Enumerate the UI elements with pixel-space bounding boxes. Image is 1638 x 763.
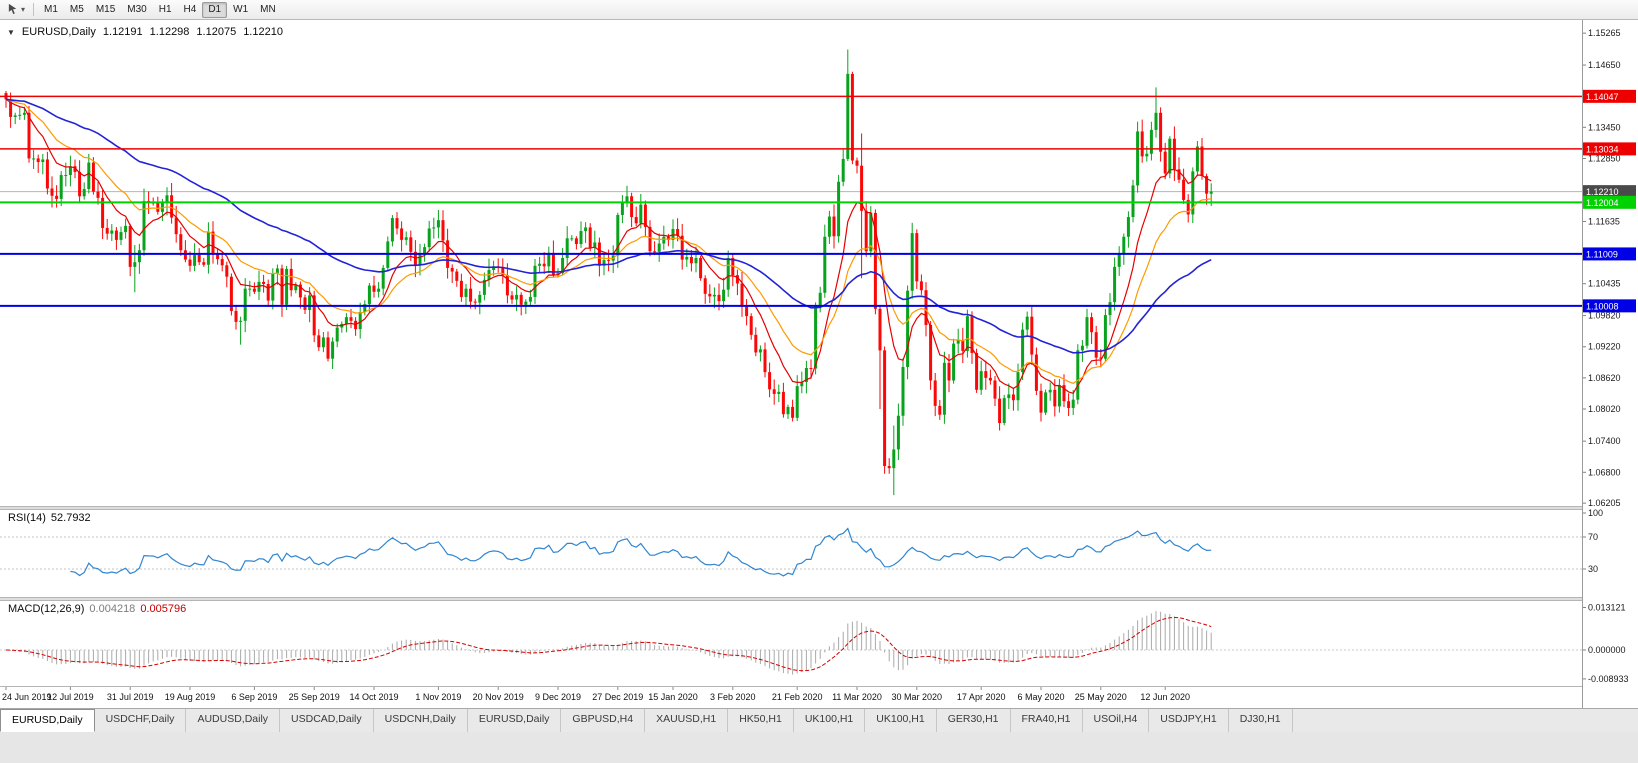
symbol-timeframe-label: EURUSD,Daily xyxy=(21,26,96,38)
svg-text:20 Nov 2019: 20 Nov 2019 xyxy=(473,692,524,702)
timeframe-button-h1[interactable]: H1 xyxy=(153,2,178,18)
svg-text:1.13450: 1.13450 xyxy=(1588,122,1621,132)
svg-text:0.000000: 0.000000 xyxy=(1588,645,1626,655)
svg-text:1.10435: 1.10435 xyxy=(1588,279,1621,289)
toolbar-separator xyxy=(33,3,35,16)
tab-dj30-h1[interactable]: DJ30,H1 xyxy=(1228,709,1293,732)
svg-text:31 Jul 2019: 31 Jul 2019 xyxy=(107,692,154,702)
svg-text:1.06800: 1.06800 xyxy=(1588,467,1621,477)
tab-fra40-h1[interactable]: FRA40,H1 xyxy=(1010,709,1083,732)
svg-text:21 Feb 2020: 21 Feb 2020 xyxy=(772,692,823,702)
svg-text:0.013121: 0.013121 xyxy=(1588,602,1626,612)
tab-usdcad-daily[interactable]: USDCAD,Daily xyxy=(280,709,374,732)
svg-text:11 Mar 2020: 11 Mar 2020 xyxy=(832,692,882,702)
svg-text:25 Sep 2019: 25 Sep 2019 xyxy=(289,692,340,702)
tab-usdjpy-h1[interactable]: USDJPY,H1 xyxy=(1149,709,1229,732)
timeframe-button-m15[interactable]: M15 xyxy=(90,2,121,18)
collapse-arrow-icon[interactable]: ▼ xyxy=(7,27,15,37)
svg-text:15 Jan 2020: 15 Jan 2020 xyxy=(648,692,698,702)
timeframe-button-d1[interactable]: D1 xyxy=(202,1,228,18)
timeframe-button-h4[interactable]: H4 xyxy=(178,2,203,18)
svg-text:30 Mar 2020: 30 Mar 2020 xyxy=(892,692,943,702)
tab-ger30-h1[interactable]: GER30,H1 xyxy=(936,709,1011,732)
svg-text:17 Apr 2020: 17 Apr 2020 xyxy=(957,692,1006,702)
tab-uk100-h1[interactable]: UK100,H1 xyxy=(793,709,866,732)
high-value: 1.12298 xyxy=(149,26,190,38)
timeframe-button-w1[interactable]: W1 xyxy=(227,2,254,18)
rsi-label: RSI(14) xyxy=(8,512,46,524)
macd-signal-value: 0.005796 xyxy=(140,603,187,615)
svg-text:30: 30 xyxy=(1588,564,1598,574)
svg-text:100: 100 xyxy=(1588,508,1603,518)
svg-text:27 Dec 2019: 27 Dec 2019 xyxy=(592,692,643,702)
svg-text:70: 70 xyxy=(1588,532,1598,542)
tab-xauusd-h1[interactable]: XAUUSD,H1 xyxy=(645,709,729,732)
open-value: 1.12191 xyxy=(102,26,143,38)
tab-eurusd-daily[interactable]: EURUSD,Daily xyxy=(0,709,95,732)
tab-usoil-h4[interactable]: USOil,H4 xyxy=(1082,709,1150,732)
svg-text:1.14650: 1.14650 xyxy=(1588,60,1621,70)
svg-text:1.12850: 1.12850 xyxy=(1588,153,1621,163)
timeframe-button-mn[interactable]: MN xyxy=(254,2,282,18)
svg-text:19 Aug 2019: 19 Aug 2019 xyxy=(165,692,216,702)
svg-text:12 Jun 2020: 12 Jun 2020 xyxy=(1140,692,1190,702)
svg-text:3 Feb 2020: 3 Feb 2020 xyxy=(710,692,756,702)
timeframe-toolbar: ▾ M1 M5 M15 M30 H1 H4 D1 W1 MN xyxy=(0,0,1638,20)
crosshair-tool-button[interactable]: ▾ xyxy=(3,1,29,18)
svg-text:1.13034: 1.13034 xyxy=(1586,144,1619,154)
rsi-indicator-title: RSI(14) 52.7932 xyxy=(8,512,96,524)
svg-text:1.11635: 1.11635 xyxy=(1588,216,1620,226)
svg-text:14 Oct 2019: 14 Oct 2019 xyxy=(349,692,398,702)
svg-text:1.14047: 1.14047 xyxy=(1586,92,1619,102)
tab-gbpusd-h4[interactable]: GBPUSD,H4 xyxy=(561,709,646,732)
close-value: 1.12210 xyxy=(243,26,283,38)
macd-main-value: 0.004218 xyxy=(89,603,136,615)
svg-text:-0.008933: -0.008933 xyxy=(1588,674,1629,684)
timeframe-button-m5[interactable]: M5 xyxy=(64,2,90,18)
timeframe-button-m1[interactable]: M1 xyxy=(38,2,64,18)
svg-text:1.07400: 1.07400 xyxy=(1588,436,1621,446)
dropdown-caret-icon: ▾ xyxy=(21,5,26,14)
svg-text:12 Jul 2019: 12 Jul 2019 xyxy=(47,692,94,702)
status-strip xyxy=(0,732,1638,763)
svg-text:1.12004: 1.12004 xyxy=(1586,198,1619,208)
tab-eurusd-daily-2[interactable]: EURUSD,Daily xyxy=(467,709,562,732)
svg-text:1.06205: 1.06205 xyxy=(1588,498,1621,508)
svg-text:6 Sep 2019: 6 Sep 2019 xyxy=(231,692,277,702)
svg-text:1 Nov 2019: 1 Nov 2019 xyxy=(415,692,461,702)
svg-text:1.09220: 1.09220 xyxy=(1588,342,1621,352)
chart-tabbar: EURUSD,Daily USDCHF,Daily AUDUSD,Daily U… xyxy=(0,708,1638,732)
svg-text:1.10008: 1.10008 xyxy=(1586,301,1619,311)
chart-ohlc-title: ▼ EURUSD,Daily 1.12191 1.12298 1.12075 1… xyxy=(7,26,283,38)
svg-text:1.15265: 1.15265 xyxy=(1588,28,1621,38)
svg-text:9 Dec 2019: 9 Dec 2019 xyxy=(535,692,581,702)
tab-hk50-h1[interactable]: HK50,H1 xyxy=(728,709,794,732)
timeframe-button-m30[interactable]: M30 xyxy=(121,2,152,18)
macd-label: MACD(12,26,9) xyxy=(8,603,85,615)
svg-text:1.08620: 1.08620 xyxy=(1588,373,1621,383)
tab-usdchf-daily[interactable]: USDCHF,Daily xyxy=(94,709,187,732)
tab-usdcnh-daily[interactable]: USDCNH,Daily xyxy=(373,709,468,732)
tab-audusd-daily[interactable]: AUDUSD,Daily xyxy=(186,709,281,732)
svg-text:1.08020: 1.08020 xyxy=(1588,404,1621,414)
svg-text:24 Jun 2019: 24 Jun 2019 xyxy=(2,692,52,702)
macd-indicator-title: MACD(12,26,9) 0.004218 0.005796 xyxy=(8,603,191,615)
cursor-crosshair-icon xyxy=(8,3,17,15)
tab-uk100-h1-2[interactable]: UK100,H1 xyxy=(865,709,937,732)
rsi-value: 52.7932 xyxy=(50,512,91,524)
low-value: 1.12075 xyxy=(196,26,237,38)
svg-text:6 May 2020: 6 May 2020 xyxy=(1017,692,1064,702)
svg-text:1.12210: 1.12210 xyxy=(1586,187,1619,197)
svg-text:1.09820: 1.09820 xyxy=(1588,311,1621,321)
svg-text:1.11009: 1.11009 xyxy=(1586,249,1618,259)
svg-text:25 May 2020: 25 May 2020 xyxy=(1075,692,1127,702)
